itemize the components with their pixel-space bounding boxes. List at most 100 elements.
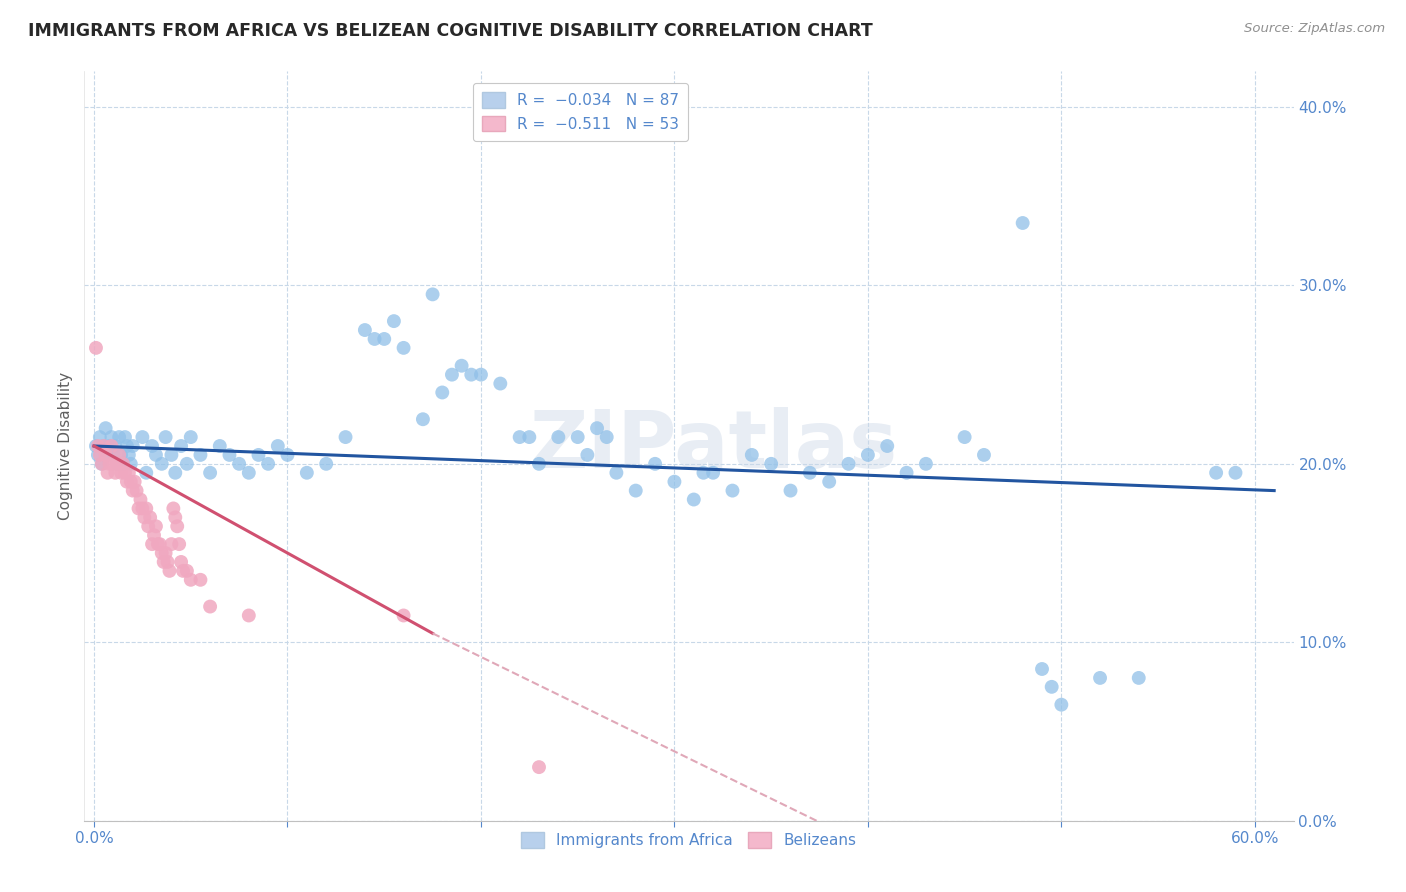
Point xyxy=(315,457,337,471)
Point xyxy=(702,466,724,480)
Point xyxy=(779,483,801,498)
Point xyxy=(160,537,183,551)
Point xyxy=(139,510,162,524)
Point xyxy=(460,368,482,382)
Point xyxy=(1088,671,1111,685)
Point xyxy=(422,287,444,301)
Point xyxy=(120,475,142,489)
Legend: Immigrants from Africa, Belizeans: Immigrants from Africa, Belizeans xyxy=(515,826,863,855)
Point xyxy=(84,341,107,355)
Point xyxy=(87,439,110,453)
Point xyxy=(267,439,290,453)
Point xyxy=(547,430,569,444)
Point xyxy=(876,439,898,453)
Point xyxy=(247,448,270,462)
Point xyxy=(276,448,298,462)
Point xyxy=(128,501,150,516)
Point xyxy=(238,608,260,623)
Point xyxy=(141,537,163,551)
Point xyxy=(146,537,169,551)
Point xyxy=(87,448,110,462)
Point xyxy=(509,430,531,444)
Point xyxy=(162,501,184,516)
Point xyxy=(392,608,415,623)
Point xyxy=(1050,698,1073,712)
Point xyxy=(198,599,221,614)
Point xyxy=(1040,680,1063,694)
Point xyxy=(180,573,202,587)
Point xyxy=(121,439,143,453)
Point xyxy=(176,457,198,471)
Point xyxy=(93,439,115,453)
Point xyxy=(799,466,821,480)
Point xyxy=(94,421,117,435)
Point xyxy=(108,430,131,444)
Point xyxy=(121,483,143,498)
Point xyxy=(150,546,173,560)
Point xyxy=(104,439,127,453)
Point xyxy=(172,564,194,578)
Point xyxy=(170,439,193,453)
Point xyxy=(120,457,142,471)
Point xyxy=(115,475,138,489)
Point xyxy=(149,537,172,551)
Point xyxy=(131,430,153,444)
Point xyxy=(1128,671,1150,685)
Point xyxy=(98,439,121,453)
Point xyxy=(818,475,841,489)
Point xyxy=(915,457,938,471)
Point xyxy=(180,430,202,444)
Point xyxy=(567,430,589,444)
Point xyxy=(1011,216,1033,230)
Point xyxy=(692,466,714,480)
Point xyxy=(156,555,179,569)
Point xyxy=(152,555,174,569)
Text: Source: ZipAtlas.com: Source: ZipAtlas.com xyxy=(1244,22,1385,36)
Point xyxy=(145,448,167,462)
Point xyxy=(110,448,132,462)
Point xyxy=(450,359,472,373)
Point xyxy=(190,448,212,462)
Point xyxy=(363,332,385,346)
Point xyxy=(605,466,627,480)
Point xyxy=(856,448,879,462)
Point xyxy=(1205,466,1227,480)
Point xyxy=(155,546,177,560)
Point xyxy=(373,332,395,346)
Point xyxy=(112,457,135,471)
Point xyxy=(105,457,128,471)
Point xyxy=(105,457,128,471)
Point xyxy=(664,475,686,489)
Point xyxy=(150,457,173,471)
Point xyxy=(208,439,231,453)
Point xyxy=(125,483,148,498)
Point xyxy=(198,466,221,480)
Point xyxy=(470,368,492,382)
Point xyxy=(238,466,260,480)
Point xyxy=(1225,466,1247,480)
Point xyxy=(596,430,619,444)
Point xyxy=(159,564,181,578)
Point xyxy=(527,760,550,774)
Point xyxy=(129,492,152,507)
Text: IMMIGRANTS FROM AFRICA VS BELIZEAN COGNITIVE DISABILITY CORRELATION CHART: IMMIGRANTS FROM AFRICA VS BELIZEAN COGNI… xyxy=(28,22,873,40)
Point xyxy=(145,519,167,533)
Point xyxy=(98,457,121,471)
Point xyxy=(155,430,177,444)
Point xyxy=(517,430,540,444)
Point xyxy=(97,448,120,462)
Point xyxy=(953,430,976,444)
Point xyxy=(896,466,918,480)
Point xyxy=(103,448,125,462)
Point xyxy=(104,466,127,480)
Point xyxy=(295,466,318,480)
Point xyxy=(135,466,157,480)
Point xyxy=(166,519,188,533)
Point xyxy=(218,448,240,462)
Point xyxy=(412,412,434,426)
Point xyxy=(84,439,107,453)
Point xyxy=(124,475,146,489)
Point xyxy=(131,501,153,516)
Point xyxy=(432,385,454,400)
Point xyxy=(335,430,357,444)
